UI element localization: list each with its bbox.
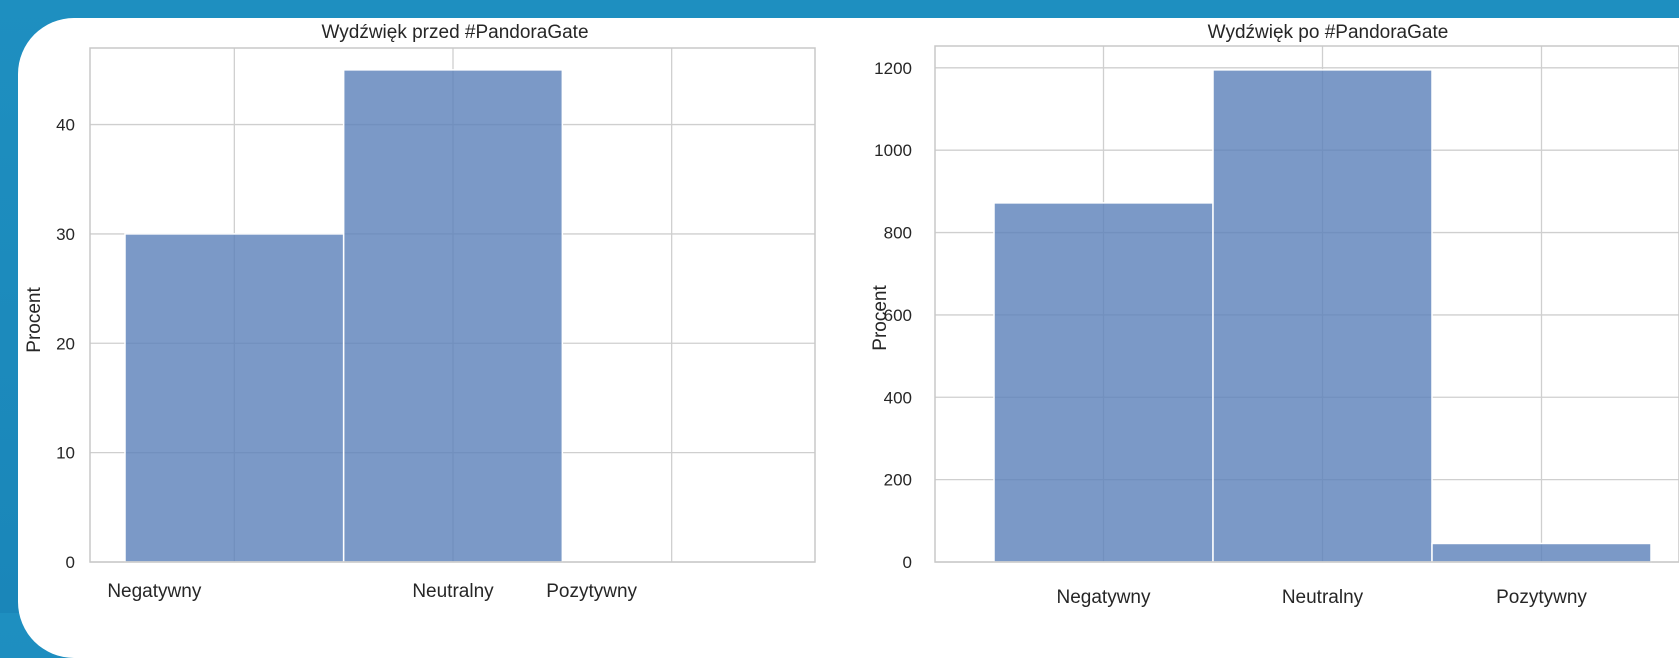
- x-tick-label: Neutralny: [412, 581, 494, 602]
- chart-after: Wydźwięk po #PandoraGate Procent 0 200 400…: [870, 22, 1679, 608]
- y-tick-label: 400: [884, 388, 912, 407]
- y-tick-label: 1200: [874, 59, 912, 78]
- bar-neutralny: [1212, 69, 1433, 563]
- y-tick-label: 0: [903, 553, 912, 572]
- x-tick-label: Neutralny: [1282, 587, 1364, 608]
- y-tick-label: 20: [56, 334, 75, 353]
- plot-frame: [89, 47, 816, 563]
- y-tick-label: 40: [56, 116, 75, 135]
- chart-title: Wydźwięk przed #PandoraGate: [321, 22, 588, 43]
- x-tick-label: Negatywny: [107, 581, 201, 602]
- x-tick-label: Negatywny: [1057, 587, 1151, 608]
- y-axis-label: Procent: [870, 285, 891, 351]
- y-tick-label: 1000: [874, 141, 912, 160]
- plot-frame: [934, 45, 1679, 563]
- bar-negatywny: [124, 233, 345, 563]
- y-tick-label: 10: [56, 444, 75, 463]
- y-tick-label: 200: [884, 471, 912, 490]
- bar-neutralny: [342, 69, 564, 563]
- chart-title: Wydźwięk po #PandoraGate: [1208, 22, 1449, 43]
- y-tick-label: 800: [884, 224, 912, 243]
- y-tick-label: 30: [56, 225, 75, 244]
- y-tick-label: 0: [66, 553, 75, 572]
- y-axis-label: Procent: [24, 287, 45, 353]
- bar-negatywny: [993, 202, 1214, 563]
- charts-svg: Wydźwięk przed #PandoraGate Procent 0 10 2…: [24, 22, 1679, 608]
- bar-pozytywny: [1431, 542, 1652, 563]
- x-tick-label: Pozytywny: [1496, 587, 1587, 608]
- y-tick-label: 600: [884, 306, 912, 325]
- chart-before: Wydźwięk przed #PandoraGate Procent 0 10 2…: [24, 22, 816, 602]
- x-tick-label: Pozytywny: [546, 581, 637, 602]
